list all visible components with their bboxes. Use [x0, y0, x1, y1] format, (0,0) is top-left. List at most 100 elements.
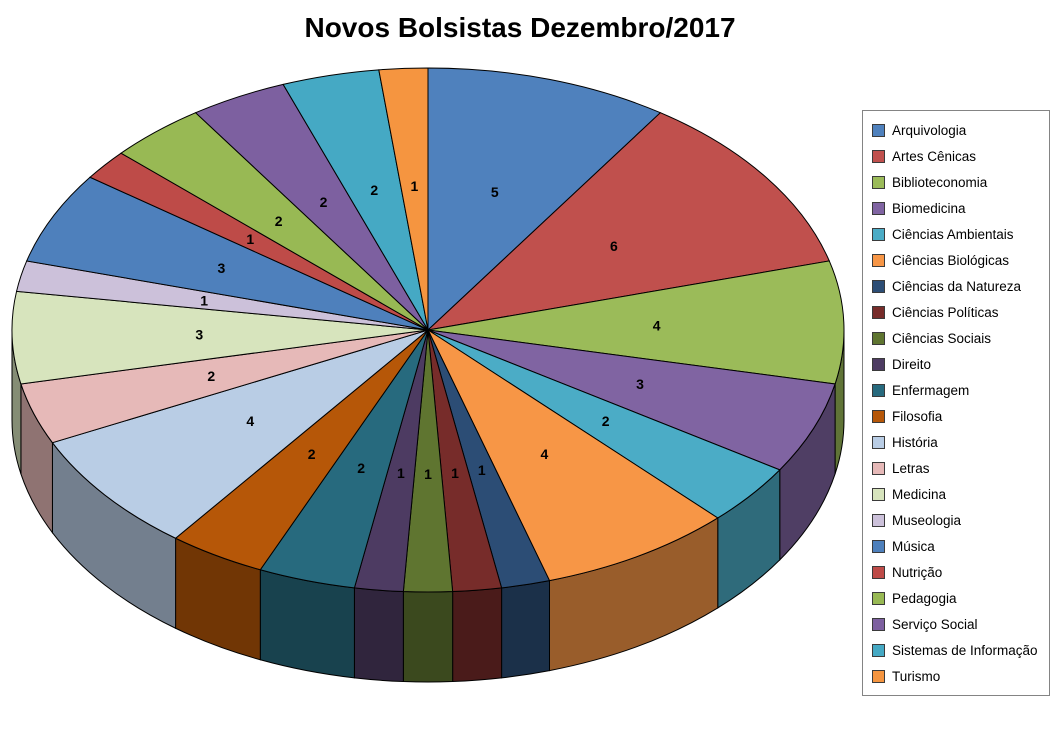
- legend-item-biblioteconomia[interactable]: Biblioteconomia: [872, 169, 1045, 195]
- legend-label: Pedagogia: [892, 590, 957, 606]
- data-label-ciencias-da-natureza: 1: [478, 462, 486, 478]
- data-label-enfermagem: 2: [357, 460, 365, 476]
- pie-slice-side-ciencias-sociais[interactable]: [402, 591, 454, 683]
- legend-item-sistemas-de-informacao[interactable]: Sistemas de Informação: [872, 637, 1045, 663]
- legend-swatch-nutricao: [872, 565, 885, 579]
- pie-slice-turismo[interactable]: [378, 67, 429, 331]
- data-label-ciencias-sociais: 1: [424, 466, 432, 482]
- legend-item-filosofia[interactable]: Filosofia: [872, 403, 1045, 429]
- legend-item-ciencias-politicas[interactable]: Ciências Políticas: [872, 299, 1045, 325]
- legend-label: Ciências da Natureza: [892, 278, 1022, 294]
- legend-item-historia[interactable]: História: [872, 429, 1045, 455]
- legend-item-ciencias-sociais[interactable]: Ciências Sociais: [872, 325, 1045, 351]
- chart-title: Novos Bolsistas Dezembro/2017: [304, 12, 736, 43]
- legend-item-nutricao[interactable]: Nutrição: [872, 559, 1045, 585]
- legend-swatch-ciencias-biologicas: [872, 253, 885, 267]
- pie-slice-arquivologia[interactable]: [427, 67, 662, 332]
- legend-swatch-ciencias-sociais: [872, 331, 885, 345]
- data-label-filosofia: 2: [308, 446, 316, 462]
- legend-label: Biblioteconomia: [892, 174, 988, 190]
- legend-item-servico-social[interactable]: Serviço Social: [872, 611, 1045, 637]
- pie-slice-side-direito[interactable]: [353, 587, 404, 683]
- data-label-pedagogia: 2: [275, 213, 283, 229]
- data-label-sistemas-de-informacao: 2: [370, 182, 378, 198]
- data-label-turismo: 1: [411, 178, 419, 194]
- legend-item-musica[interactable]: Música: [872, 533, 1045, 559]
- legend-swatch-ciencias-politicas: [872, 305, 885, 319]
- legend-swatch-ciencias-ambientais: [872, 227, 885, 241]
- legend-swatch-enfermagem: [872, 383, 885, 397]
- legend-label: Letras: [892, 460, 930, 476]
- data-label-direito: 1: [397, 465, 405, 481]
- legend-label: História: [892, 434, 938, 450]
- data-label-medicina: 3: [195, 326, 203, 342]
- legend: Arquivologia Artes Cênicas Biblioteconomia…: [862, 110, 1050, 696]
- legend-swatch-pedagogia: [872, 591, 885, 605]
- data-label-biomedicina: 3: [636, 376, 644, 392]
- pie-slice-side-ciencias-politicas[interactable]: [452, 587, 503, 683]
- legend-swatch-servico-social: [872, 617, 885, 631]
- legend-label: Artes Cênicas: [892, 148, 977, 164]
- pie-slice-historia[interactable]: [51, 329, 429, 539]
- data-label-ciencias-ambientais: 2: [602, 413, 610, 429]
- legend-item-museologia[interactable]: Museologia: [872, 507, 1045, 533]
- legend-item-biomedicina[interactable]: Biomedicina: [872, 195, 1045, 221]
- data-label-musica: 3: [218, 260, 226, 276]
- pie-slice-artes-cenicas[interactable]: [426, 112, 831, 331]
- legend-item-pedagogia[interactable]: Pedagogia: [872, 585, 1045, 611]
- data-label-museologia: 1: [200, 292, 208, 308]
- legend-label: Biomedicina: [892, 200, 966, 216]
- legend-label: Serviço Social: [892, 616, 978, 632]
- legend-label: Ciências Ambientais: [892, 226, 1014, 242]
- legend-swatch-sistemas-de-informacao: [872, 643, 885, 657]
- legend-item-letras[interactable]: Letras: [872, 455, 1045, 481]
- data-label-biblioteconomia: 4: [653, 318, 661, 334]
- legend-label: Ciências Políticas: [892, 304, 999, 320]
- legend-label: Museologia: [892, 512, 962, 528]
- legend-label: Turismo: [892, 668, 941, 684]
- data-label-servico-social: 2: [320, 194, 328, 210]
- legend-label: Ciências Sociais: [892, 330, 992, 346]
- legend-swatch-direito: [872, 357, 885, 371]
- pie-slice-biomedicina[interactable]: [427, 329, 836, 471]
- legend-item-direito[interactable]: Direito: [872, 351, 1045, 377]
- legend-label: Sistemas de Informação: [892, 642, 1038, 658]
- pie-slice-ciencias-biologicas[interactable]: [426, 328, 719, 582]
- legend-label: Música: [892, 538, 935, 554]
- pie-slice-musica[interactable]: [25, 176, 429, 331]
- legend-swatch-biomedicina: [872, 201, 885, 215]
- data-label-ciencias-politicas: 1: [451, 465, 459, 481]
- legend-swatch-biblioteconomia: [872, 175, 885, 189]
- legend-swatch-artes-cenicas: [872, 149, 885, 163]
- pie-slice-side-ciencias-da-natureza[interactable]: [501, 579, 550, 679]
- legend-item-enfermagem[interactable]: Enfermagem: [872, 377, 1045, 403]
- data-label-artes-cenicas: 6: [610, 238, 618, 254]
- legend-item-turismo[interactable]: Turismo: [872, 663, 1045, 689]
- legend-swatch-historia: [872, 435, 885, 449]
- data-label-arquivologia: 5: [491, 184, 499, 200]
- pie-slice-biblioteconomia[interactable]: [427, 260, 845, 385]
- legend-item-artes-cenicas[interactable]: Artes Cênicas: [872, 143, 1045, 169]
- legend-label: Direito: [892, 356, 932, 372]
- legend-label: Ciências Biológicas: [892, 252, 1010, 268]
- legend-swatch-filosofia: [872, 409, 885, 423]
- legend-item-medicina[interactable]: Medicina: [872, 481, 1045, 507]
- legend-item-ciencias-da-natureza[interactable]: Ciências da Natureza: [872, 273, 1045, 299]
- legend-swatch-ciencias-da-natureza: [872, 279, 885, 293]
- legend-label: Nutrição: [892, 564, 943, 580]
- legend-item-arquivologia[interactable]: Arquivologia: [872, 117, 1045, 143]
- legend-item-ciencias-ambientais[interactable]: Ciências Ambientais: [872, 221, 1045, 247]
- legend-swatch-museologia: [872, 513, 885, 527]
- data-label-historia: 4: [246, 413, 254, 429]
- legend-item-ciencias-biologicas[interactable]: Ciências Biológicas: [872, 247, 1045, 273]
- legend-label: Medicina: [892, 486, 947, 502]
- legend-swatch-medicina: [872, 487, 885, 501]
- legend-swatch-arquivologia: [872, 123, 885, 137]
- legend-swatch-letras: [872, 461, 885, 475]
- legend-label: Enfermagem: [892, 382, 970, 398]
- legend-label: Arquivologia: [892, 122, 967, 138]
- pie-slice-medicina[interactable]: [11, 290, 429, 385]
- data-label-ciencias-biologicas: 4: [540, 446, 548, 462]
